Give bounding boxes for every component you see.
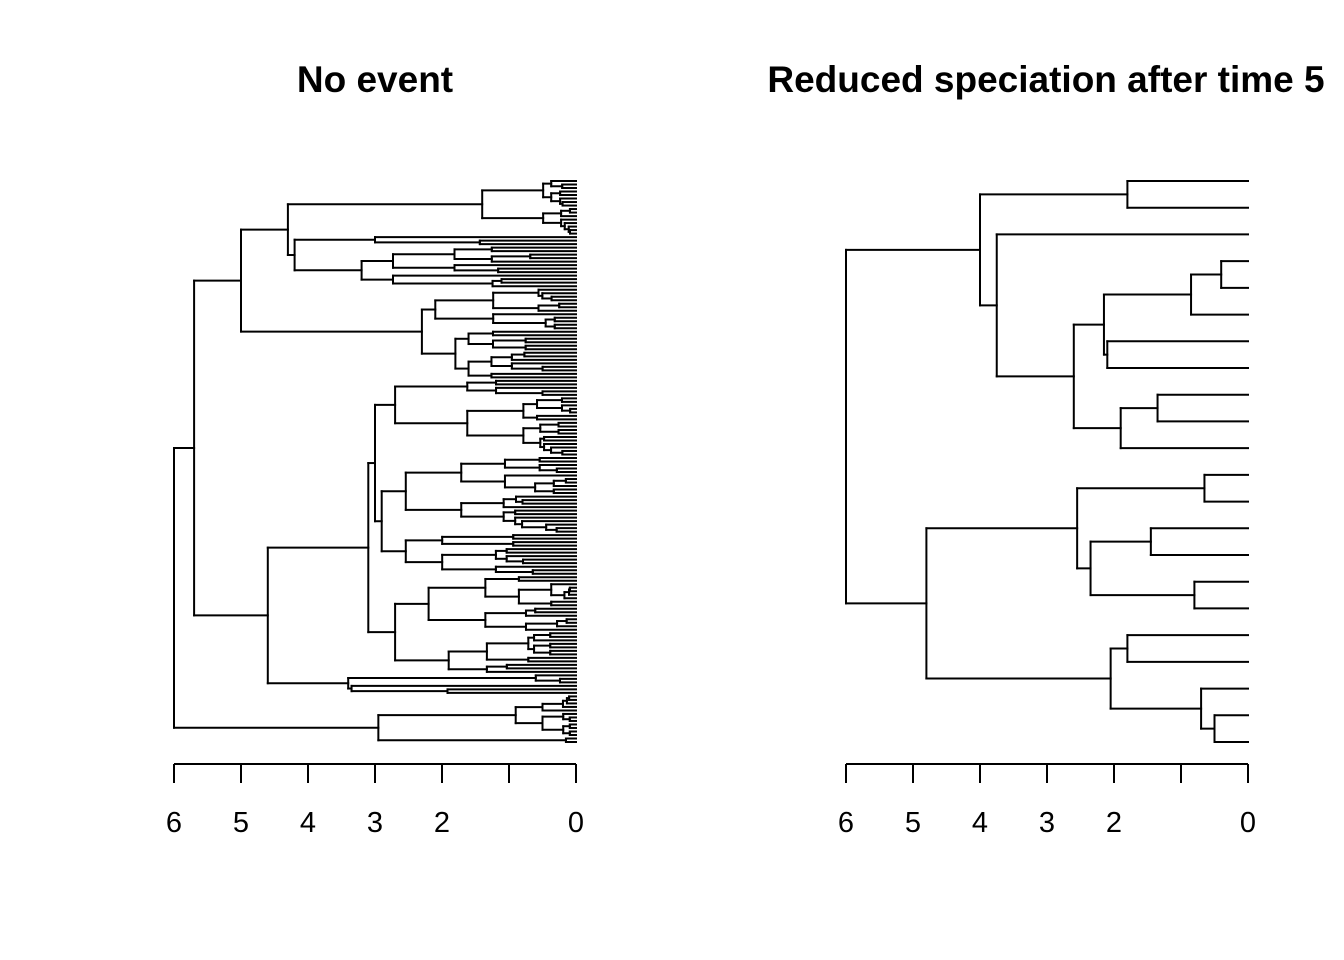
phylogenetic-tree: [173, 180, 577, 743]
panel-no-event: No event 6 5 4 3 2 0: [166, 59, 584, 839]
tick-label: 0: [1240, 807, 1256, 839]
time-axis: 6 5 4 3 2 0: [838, 763, 1256, 839]
tick-label: 4: [972, 807, 988, 839]
tick-label: 0: [568, 807, 584, 839]
tick-label: 3: [1039, 807, 1055, 839]
tick-label: 6: [838, 807, 854, 839]
tick-label: 5: [905, 807, 921, 839]
time-axis: 6 5 4 3 2 0: [166, 763, 584, 839]
panel-title: Reduced speciation after time 5: [767, 59, 1324, 100]
tick-label: 5: [233, 807, 249, 839]
tick-label: 4: [300, 807, 316, 839]
panel-title: No event: [297, 59, 453, 100]
phylogenetic-tree: [845, 180, 1249, 743]
tick-label: 6: [166, 807, 182, 839]
tick-label: 3: [367, 807, 383, 839]
panel-reduced-speciation: Reduced speciation after time 5 6 5 4 3 2 0: [767, 59, 1324, 839]
tick-label: 2: [434, 807, 450, 839]
tick-label: 2: [1106, 807, 1122, 839]
